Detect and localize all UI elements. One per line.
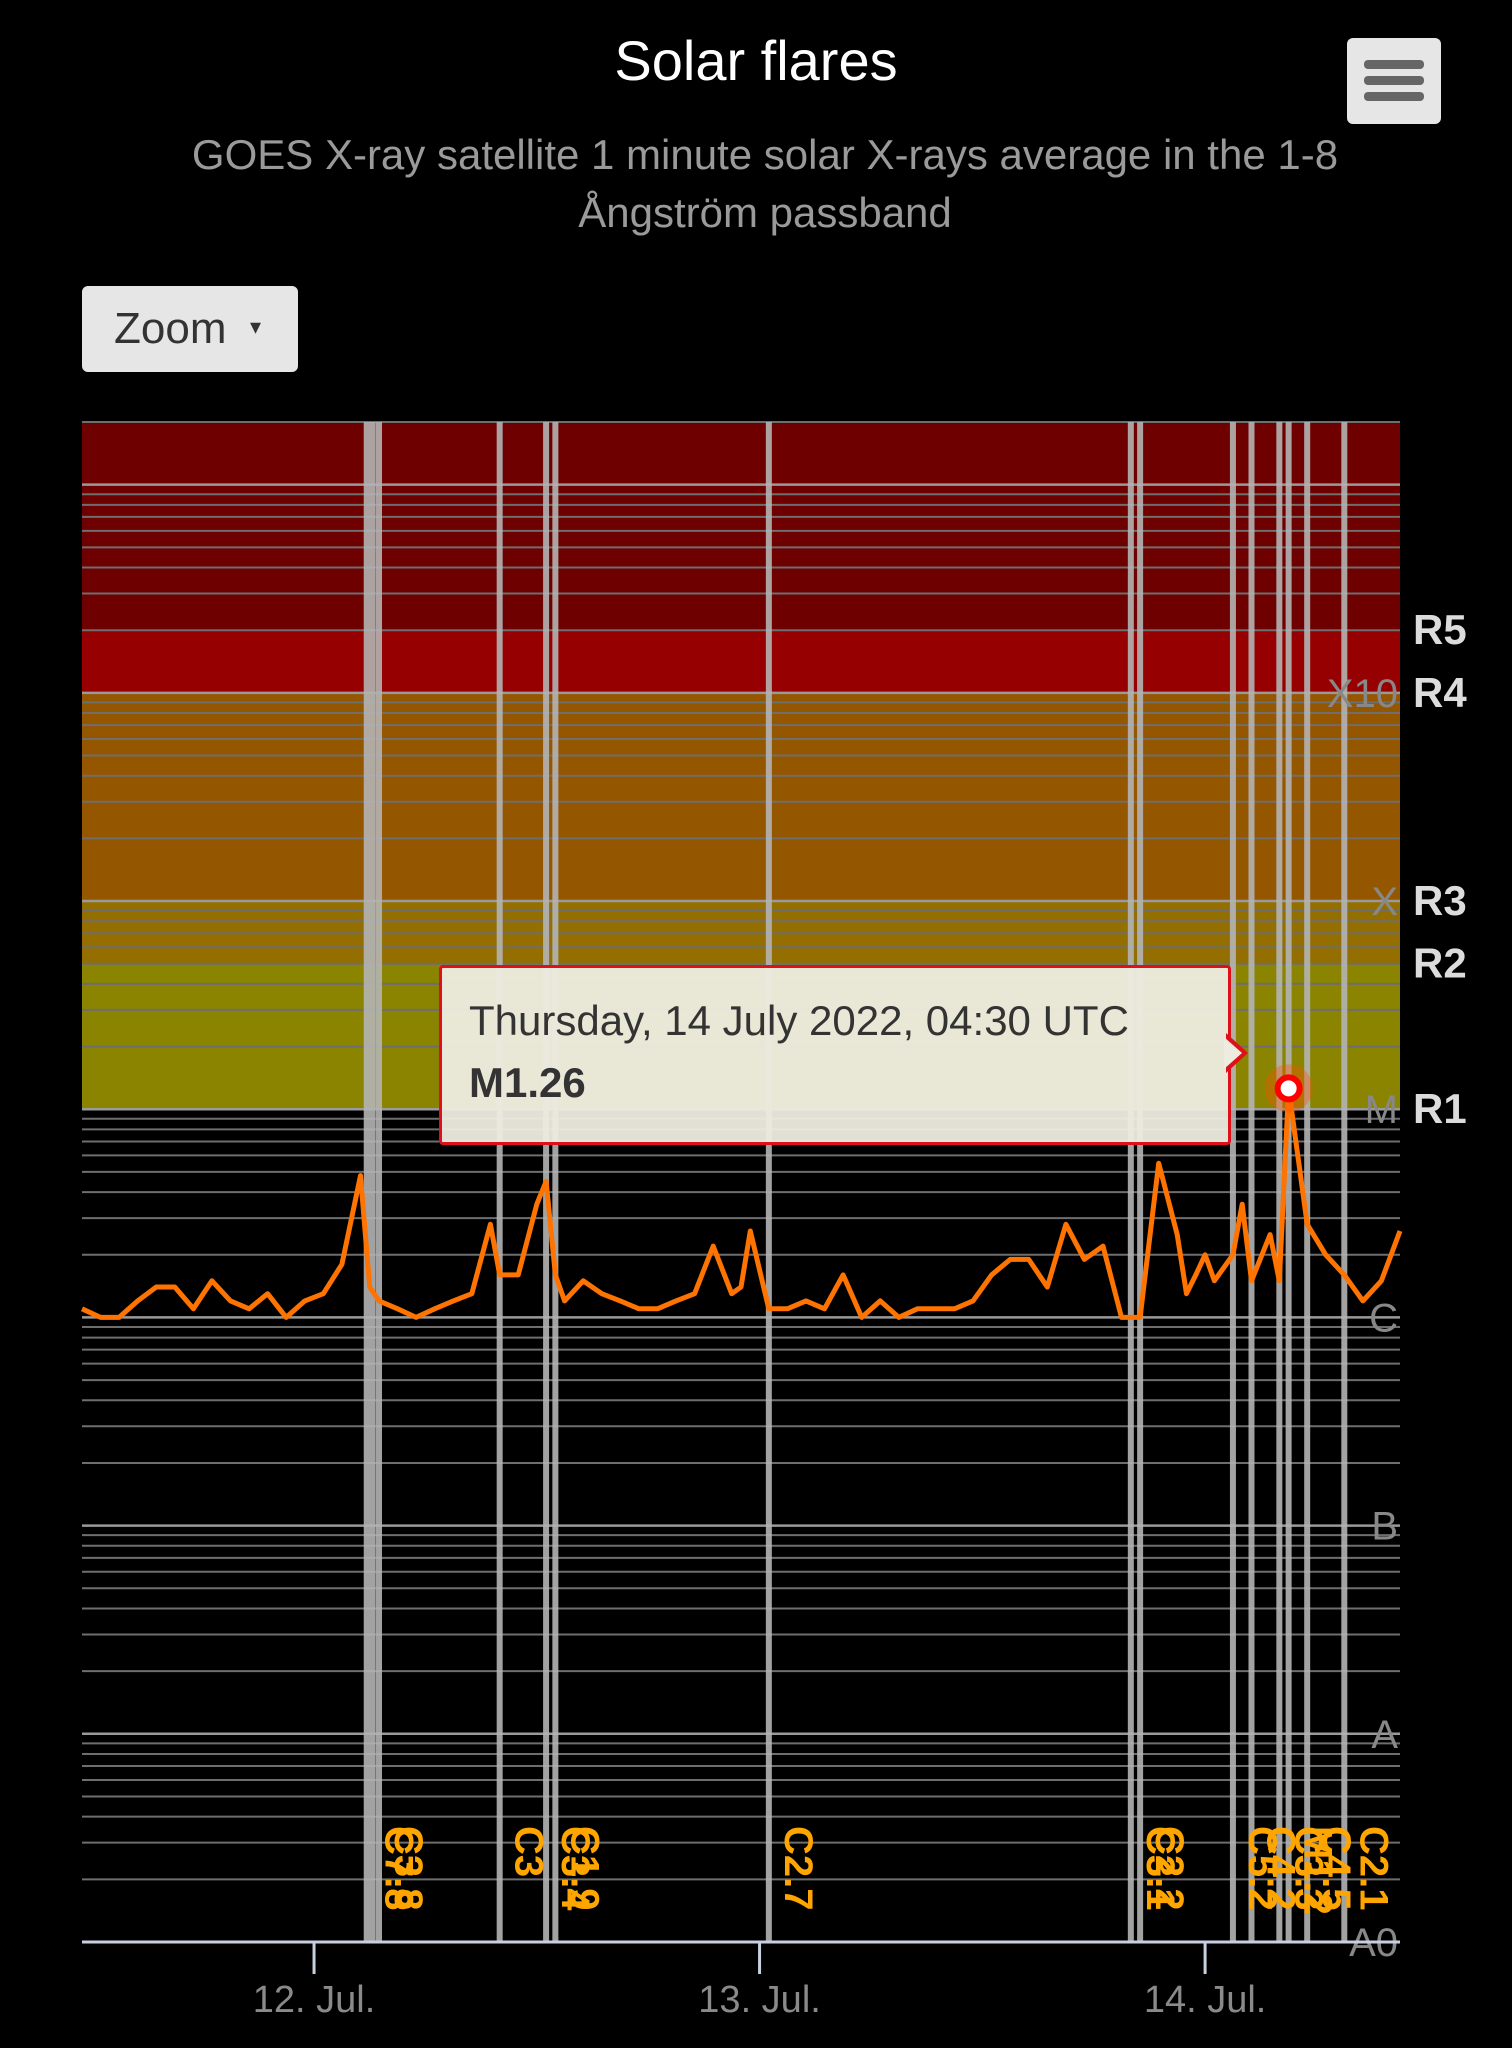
flare-label: C3.4 bbox=[553, 1826, 597, 1911]
class-label: M bbox=[1365, 1088, 1398, 1132]
highlight-point[interactable] bbox=[1274, 1074, 1303, 1103]
x-tick-label: 13. Jul. bbox=[698, 1979, 821, 2021]
tooltip-date: Thursday, 14 July 2022, 04:30 UTC bbox=[469, 997, 1129, 1044]
r-scale-label: R2 bbox=[1413, 940, 1467, 987]
x-tick-label: 12. Jul. bbox=[253, 1979, 376, 2021]
class-label: C bbox=[1369, 1296, 1398, 1340]
class-label: B bbox=[1371, 1505, 1398, 1549]
xray-flux-line bbox=[80, 1085, 1403, 1320]
flare-label: C4.2 bbox=[1258, 1826, 1302, 1911]
flare-label: C4.5 bbox=[1314, 1826, 1358, 1911]
zoom-button[interactable]: Zoom ▾ bbox=[82, 286, 298, 372]
tooltip: Thursday, 14 July 2022, 04:30 UTC M1.26 bbox=[439, 965, 1248, 1145]
class-label: X bbox=[1371, 880, 1398, 924]
flare-label: M1.2 bbox=[1296, 1826, 1340, 1915]
flare-label: C1.9 bbox=[562, 1826, 606, 1911]
hamburger-menu-icon bbox=[1364, 60, 1424, 101]
flare-label: C3 bbox=[507, 1826, 551, 1877]
r-scale-label: R5 bbox=[1413, 606, 1467, 653]
flare-label: C7.8 bbox=[377, 1826, 421, 1911]
flare-label: C3.1 bbox=[1138, 1826, 1182, 1911]
alert-band-3 bbox=[82, 630, 1400, 693]
tooltip-value: M1.26 bbox=[469, 1059, 586, 1106]
flare-label: C3.8 bbox=[386, 1826, 430, 1911]
chart-title: Solar flares bbox=[614, 29, 898, 92]
flare-label: C3.3 bbox=[1286, 1826, 1330, 1911]
chart-menu-button[interactable] bbox=[1347, 38, 1441, 124]
flare-label: C2.2 bbox=[1147, 1826, 1191, 1911]
zoom-button-label: Zoom bbox=[114, 304, 227, 353]
x-tick-label: 14. Jul. bbox=[1144, 1979, 1267, 2021]
class-label: A bbox=[1371, 1713, 1398, 1757]
class-label: X10 bbox=[1327, 672, 1398, 716]
chart-subtitle: GOES X-ray satellite 1 minute solar X-ra… bbox=[191, 131, 1339, 236]
flare-label: C2.7 bbox=[776, 1826, 820, 1911]
r-scale-label: R3 bbox=[1413, 877, 1467, 924]
tooltip-arrow-inner bbox=[1224, 1037, 1242, 1069]
r-scale-label: R1 bbox=[1413, 1085, 1467, 1132]
r-scale-label: R4 bbox=[1413, 669, 1467, 716]
flare-label: C5.2 bbox=[1240, 1826, 1284, 1911]
tooltip-box bbox=[439, 965, 1231, 1145]
alert-band-2 bbox=[82, 692, 1400, 902]
alert-band-4 bbox=[82, 422, 1400, 631]
flare-label: C2.1 bbox=[1351, 1826, 1395, 1911]
chevron-down-icon: ▾ bbox=[250, 314, 262, 339]
